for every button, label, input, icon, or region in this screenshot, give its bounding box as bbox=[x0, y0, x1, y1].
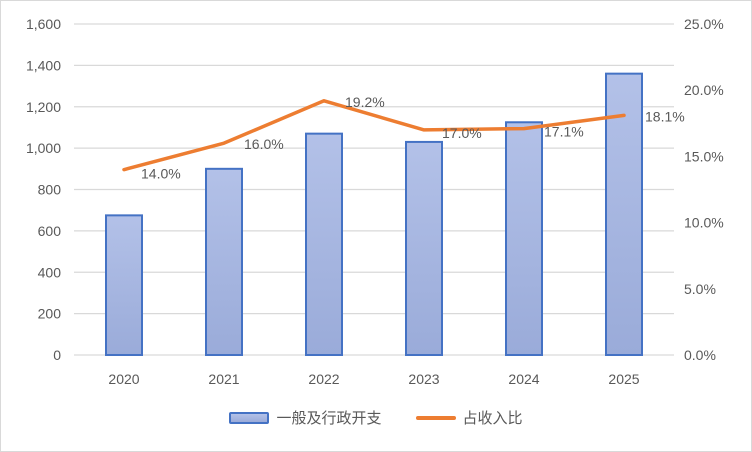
line-series bbox=[122, 99, 626, 172]
left-axis-tick-1,400: 1,400 bbox=[26, 57, 61, 73]
left-axis-tick-600: 600 bbox=[38, 223, 62, 239]
point-label-2021: 16.0% bbox=[244, 136, 284, 152]
right-axis-tick-20.0%: 20.0% bbox=[684, 82, 724, 98]
left-axis-tick-1,600: 1,600 bbox=[26, 16, 61, 32]
bar-2020 bbox=[105, 214, 143, 356]
left-axis-tick-800: 800 bbox=[38, 182, 62, 198]
left-axis-tick-0: 0 bbox=[53, 347, 61, 363]
x-axis-label-2023: 2023 bbox=[408, 371, 439, 387]
bar-2024 bbox=[505, 121, 543, 356]
x-axis-label-2022: 2022 bbox=[308, 371, 339, 387]
right-axis-tick-25.0%: 25.0% bbox=[684, 16, 724, 32]
x-axis-label-2025: 2025 bbox=[608, 371, 639, 387]
x-axis-label-2021: 2021 bbox=[208, 371, 239, 387]
line-series-swatch-icon bbox=[415, 415, 456, 420]
left-axis-tick-1,000: 1,000 bbox=[26, 140, 61, 156]
legend-label-bar-series: 一般及行政开支 bbox=[276, 410, 382, 427]
left-axis-tick-400: 400 bbox=[38, 264, 62, 280]
point-label-2023: 17.0% bbox=[442, 125, 482, 141]
left-axis-tick-200: 200 bbox=[38, 306, 62, 322]
right-axis-tick-0.0%: 0.0% bbox=[684, 347, 716, 363]
bar-series-swatch-icon bbox=[229, 411, 270, 424]
legend-item-line-series: 占收入比 bbox=[415, 407, 523, 428]
legend-item-bar-series: 一般及行政开支 bbox=[229, 407, 382, 428]
right-axis-tick-5.0%: 5.0% bbox=[684, 281, 716, 297]
x-axis-label-2020: 2020 bbox=[108, 371, 139, 387]
bar-2025 bbox=[605, 72, 643, 357]
right-axis-tick-15.0%: 15.0% bbox=[684, 148, 724, 164]
right-axis-tick-10.0%: 10.0% bbox=[684, 215, 724, 231]
left-axis-tick-1,200: 1,200 bbox=[26, 99, 61, 115]
point-label-2024: 17.1% bbox=[544, 124, 584, 140]
x-axis-label-2024: 2024 bbox=[508, 371, 539, 387]
point-label-2020: 14.0% bbox=[141, 166, 181, 182]
legend-label-line-series: 占收入比 bbox=[462, 410, 523, 427]
legend: 一般及行政开支 占收入比 bbox=[1, 407, 751, 428]
bar-2022 bbox=[305, 132, 343, 356]
bar-2023 bbox=[405, 140, 443, 356]
bar-2021 bbox=[205, 167, 243, 356]
point-label-2025: 18.1% bbox=[645, 108, 685, 124]
point-label-2022: 19.2% bbox=[345, 94, 385, 110]
